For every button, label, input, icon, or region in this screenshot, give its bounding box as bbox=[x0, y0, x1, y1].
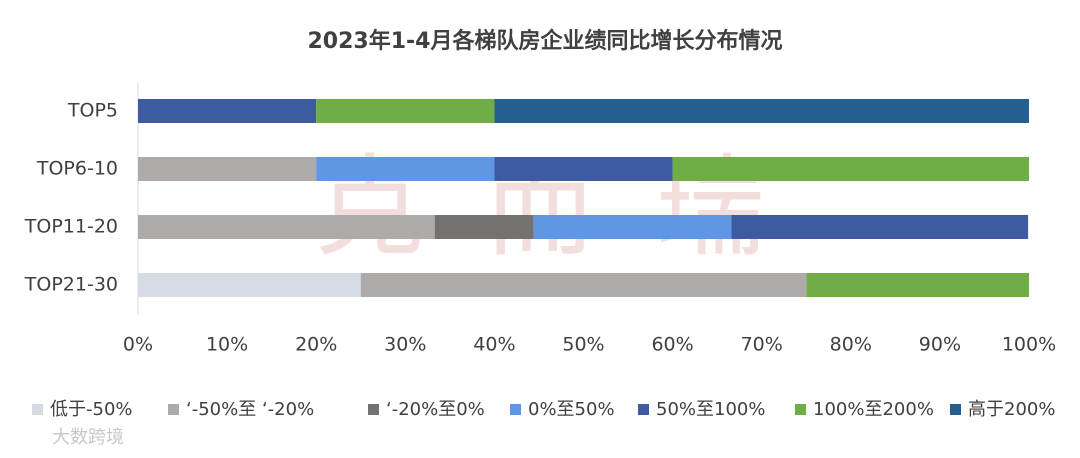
x-tick-label: 90% bbox=[919, 334, 961, 356]
legend-marker bbox=[638, 404, 649, 415]
x-tick-label: 40% bbox=[473, 334, 515, 356]
bar-segment bbox=[316, 157, 495, 181]
bar-segment bbox=[138, 157, 317, 181]
x-tick-label: 70% bbox=[741, 334, 783, 356]
legend-marker bbox=[950, 404, 961, 415]
bar-segment bbox=[806, 273, 1029, 297]
legend-marker bbox=[32, 404, 43, 415]
x-tick-label: 0% bbox=[123, 334, 153, 356]
legend-label: 50%至100% bbox=[656, 399, 765, 420]
x-tick-label: 100% bbox=[1002, 334, 1056, 356]
legend-marker bbox=[795, 404, 806, 415]
x-tick-label: 30% bbox=[384, 334, 426, 356]
x-tick-label: 20% bbox=[295, 334, 337, 356]
bar-segment bbox=[316, 99, 495, 123]
legend-label: ‘-20%至0% bbox=[386, 399, 485, 420]
bar-segment bbox=[434, 215, 534, 239]
legend-label: 低于-50% bbox=[50, 399, 133, 420]
bar-segment bbox=[138, 215, 435, 239]
legend-label: ‘-50%至 ‘-20% bbox=[186, 399, 314, 420]
legend-marker bbox=[510, 404, 521, 415]
bar-segment bbox=[731, 215, 1029, 239]
y-tick-label: TOP11-20 bbox=[24, 216, 118, 238]
x-tick-label: 50% bbox=[562, 334, 604, 356]
y-tick-label: TOP21-30 bbox=[24, 274, 118, 296]
x-tick-label: 10% bbox=[206, 334, 248, 356]
x-tick-label: 80% bbox=[830, 334, 872, 356]
source-watermark: 大数跨境 bbox=[52, 427, 124, 448]
bar-segment bbox=[138, 99, 317, 123]
y-tick-label: TOP6-10 bbox=[36, 158, 118, 180]
bar-segment bbox=[138, 273, 361, 297]
bar-segment bbox=[360, 273, 807, 297]
x-tick-label: 60% bbox=[651, 334, 693, 356]
legend-label: 100%至200% bbox=[813, 399, 934, 420]
legend-label: 高于200% bbox=[968, 399, 1055, 420]
legend-marker bbox=[168, 404, 179, 415]
bar-segment bbox=[494, 157, 673, 181]
legend-label: 0%至50% bbox=[528, 399, 615, 420]
bar-segment bbox=[494, 99, 1029, 123]
y-tick-label: TOP5 bbox=[67, 100, 118, 122]
bar-segment bbox=[672, 157, 1029, 181]
legend-marker bbox=[368, 404, 379, 415]
chart-title: 2023年1-4月各梯队房企业绩同比增长分布情况 bbox=[308, 28, 783, 54]
bar-segment bbox=[533, 215, 732, 239]
